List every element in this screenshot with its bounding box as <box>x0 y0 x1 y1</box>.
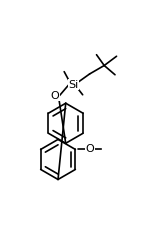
Text: O: O <box>51 90 59 101</box>
Text: Si: Si <box>68 80 79 90</box>
Text: O: O <box>86 144 94 154</box>
